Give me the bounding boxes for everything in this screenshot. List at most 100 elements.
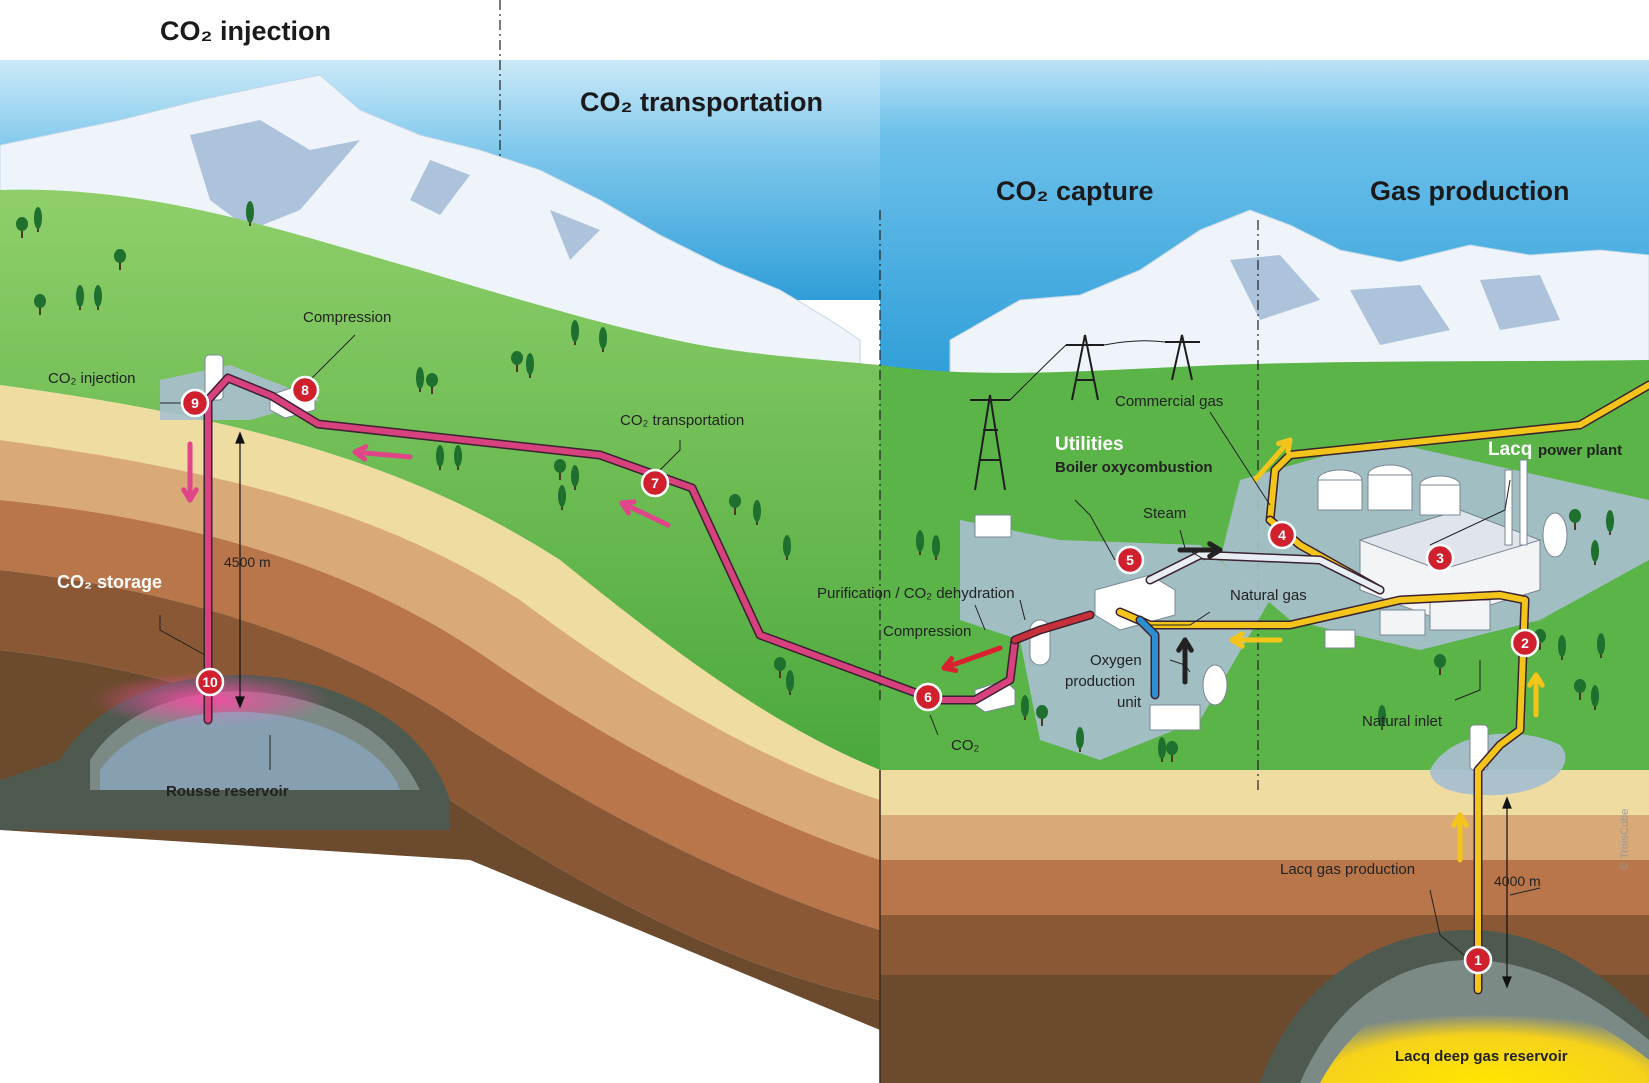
flow-arrow-oxygen	[1176, 637, 1194, 685]
tree-crown	[554, 459, 566, 473]
step-marker-circle	[913, 682, 943, 712]
flow-arrow-inlet-up	[1527, 672, 1545, 718]
pipelines	[203, 373, 1649, 995]
label-natural-gas: Natural gas	[1230, 587, 1307, 604]
title-co2-capture: CO₂ capture	[996, 176, 1154, 206]
flow-arrow-steam	[1177, 541, 1223, 559]
step-marker-circle	[1267, 520, 1297, 550]
power-pylons	[970, 334, 1200, 491]
flow-arrow-commercial	[1252, 437, 1293, 483]
co2-capture-pipe	[1012, 612, 1093, 643]
flow-arrow-transport-2	[619, 499, 671, 528]
step-marker-2: 2	[1510, 628, 1540, 658]
tree-crown	[1591, 685, 1599, 707]
label-oxygen-3: unit	[1117, 694, 1142, 711]
credit: © TroisCube	[1619, 809, 1631, 870]
step-marker-circle	[1510, 628, 1540, 658]
tree-crown	[1558, 635, 1566, 657]
step-marker-3: 3	[1425, 543, 1455, 573]
label-co2-pipe: CO₂	[951, 737, 980, 754]
tree-crown	[1021, 695, 1029, 717]
mountains-left-shade	[190, 120, 600, 260]
tree-crown	[1378, 705, 1386, 727]
label-co2-injection: CO₂ injection	[48, 370, 136, 387]
title-co2-transportation: CO₂ transportation	[580, 87, 823, 117]
tree-crown	[1166, 741, 1178, 755]
label-oxygen-2: production	[1065, 673, 1135, 690]
step-marker-number: 8	[301, 382, 309, 398]
tree-crown	[436, 445, 444, 467]
oxygen-pipe	[1137, 617, 1158, 698]
grass-left	[0, 189, 880, 771]
gas-reservoir	[1320, 985, 1649, 1083]
step-marker-circle	[1425, 543, 1455, 573]
tree-crown	[511, 351, 523, 365]
tree-crown	[1591, 540, 1599, 562]
step-marker-number: 7	[651, 475, 659, 491]
depth-measures	[235, 431, 1512, 989]
wellhead-pad	[1430, 733, 1566, 796]
tree-crown	[599, 327, 607, 349]
label-commercial-gas: Commercial gas	[1115, 393, 1223, 410]
step-markers: 1 2 3 4 5 6 7 8 9 10	[180, 375, 1540, 975]
tree-crown	[1036, 705, 1048, 719]
leader-lines	[159, 334, 1541, 961]
label-power-plant: power plant	[1538, 442, 1622, 459]
tree-crown	[16, 217, 28, 231]
tree-crown	[76, 285, 84, 307]
tree-crown	[1076, 727, 1084, 749]
step-marker-8: 8	[290, 375, 320, 405]
label-rousse-reservoir: Rousse reservoir	[166, 783, 289, 800]
tree-crown	[416, 367, 424, 389]
tree-crown	[1434, 654, 1446, 668]
tree-crown	[1606, 510, 1614, 532]
tree-crown	[1158, 737, 1166, 759]
flow-arrows	[181, 437, 1545, 863]
strata-right	[880, 770, 1649, 1083]
title-gas-production: Gas production	[1370, 176, 1570, 206]
step-marker-10: 10	[195, 667, 225, 697]
step-marker-circle	[290, 375, 320, 405]
tree-crown	[753, 500, 761, 522]
tree-crown	[34, 207, 42, 229]
step-marker-circle	[180, 388, 210, 418]
label-depth-storage: 4500 m	[224, 554, 271, 570]
step-marker-number: 4	[1278, 527, 1286, 543]
label-boiler-oxycombustion: Boiler oxycombustion	[1055, 459, 1213, 476]
tree-crown	[34, 294, 46, 308]
step-marker-number: 1	[1474, 952, 1482, 968]
capture-units	[974, 514, 1356, 731]
flow-arrow-natural-gas	[1229, 631, 1283, 649]
label-purification: Purification / CO₂ dehydration	[817, 585, 1015, 602]
step-marker-number: 10	[202, 674, 218, 690]
tree-crown	[932, 535, 940, 557]
step-marker-circle	[1463, 945, 1493, 975]
steam-pipe	[1147, 552, 1383, 593]
tree-crown	[558, 485, 566, 507]
label-lacq-deep-reservoir: Lacq deep gas reservoir	[1395, 1048, 1568, 1065]
co2-pipeline	[205, 375, 1018, 723]
step-marker-6: 6	[913, 682, 943, 712]
tree-crown	[783, 535, 791, 557]
sky-top-fade	[0, 0, 1649, 60]
label-co2-transportation: CO₂ transportation	[620, 412, 744, 429]
label-oxygen-1: Oxygen	[1090, 652, 1142, 669]
flow-arrow-injection-down	[181, 441, 199, 503]
capture-pad	[960, 520, 1270, 760]
step-marker-circle	[640, 468, 670, 498]
tree-crown	[454, 445, 462, 467]
step-marker-number: 5	[1126, 552, 1134, 568]
label-steam: Steam	[1143, 505, 1186, 522]
step-marker-number: 6	[924, 689, 932, 705]
step-marker-number: 9	[191, 395, 199, 411]
step-marker-5: 5	[1115, 545, 1145, 575]
tree-crown	[729, 494, 741, 508]
step-marker-1: 1	[1463, 945, 1493, 975]
flow-arrow-transport-1	[352, 444, 413, 462]
step-marker-7: 7	[640, 468, 670, 498]
tree-crown	[571, 465, 579, 487]
tree-crown	[246, 201, 254, 223]
step-marker-number: 2	[1521, 635, 1529, 651]
label-natural-inlet: Natural inlet	[1362, 713, 1443, 730]
